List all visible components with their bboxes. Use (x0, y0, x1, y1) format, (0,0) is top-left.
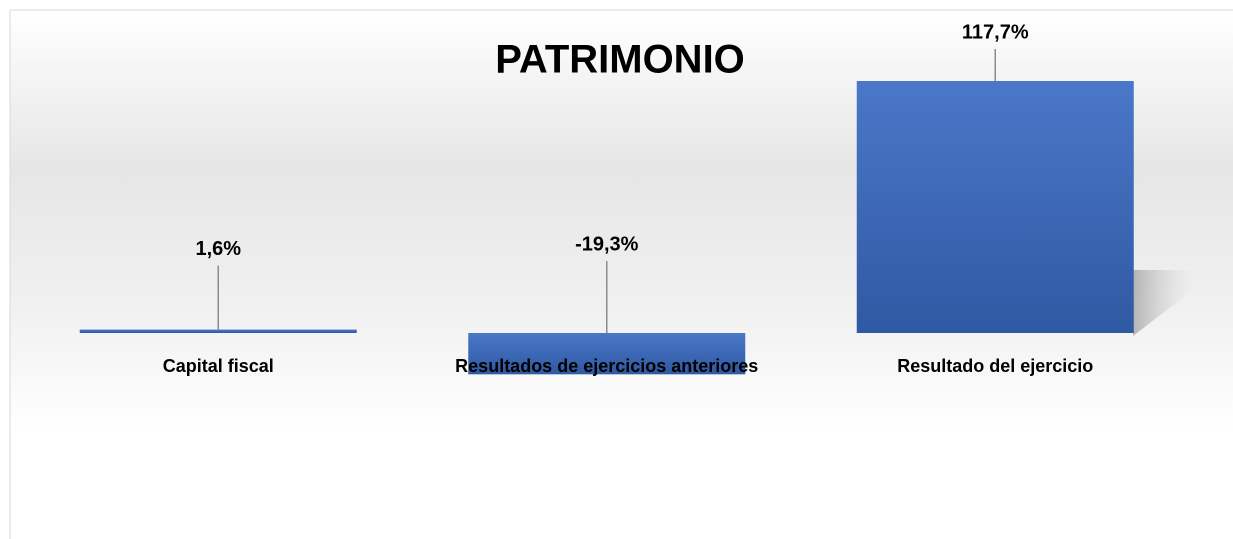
data-label: -19,3% (575, 233, 639, 255)
chart-title: PATRIMONIO (495, 38, 745, 82)
bar (856, 81, 1134, 333)
bar (468, 333, 746, 375)
x-tick-label: Resultados de ejercicios anteriores (455, 356, 758, 376)
data-label: 117,7% (962, 21, 1029, 43)
data-label: 1,6% (195, 238, 241, 260)
bar (79, 329, 357, 333)
x-tick-label: Capital fiscal (163, 356, 274, 376)
x-tick-label: Resultado del ejercicio (897, 356, 1093, 376)
shadow (1133, 270, 1193, 336)
